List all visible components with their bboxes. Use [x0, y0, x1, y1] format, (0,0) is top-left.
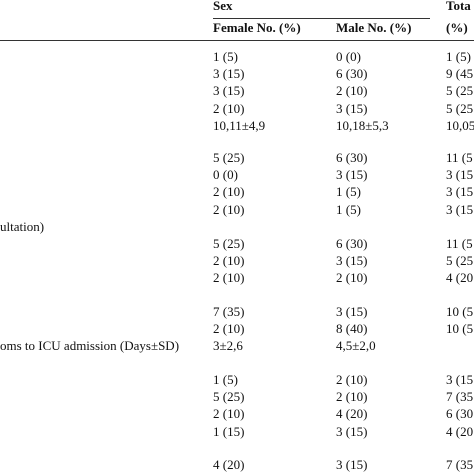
female-cell: 2 (10): [213, 201, 245, 217]
male-cell: 4 (20): [336, 406, 368, 422]
male-cell: 2 (10): [336, 389, 368, 405]
female-cell: 4 (20): [213, 457, 245, 472]
male-cell: 3 (15): [336, 100, 368, 116]
total-cell: 11 (5: [446, 236, 473, 251]
male-cell: 4,5±2,0: [336, 338, 376, 354]
group-rule: [213, 18, 430, 19]
total-cell: 10,05: [446, 117, 474, 133]
male-header: Male No. (%): [336, 20, 412, 35]
total-cell: 5 (25: [446, 253, 474, 269]
male-cell: 2 (10): [336, 372, 368, 387]
total-cell: 11 (5: [446, 150, 473, 165]
female-header: Female No. (%): [213, 20, 301, 35]
female-cell: 5 (25): [213, 236, 245, 251]
female-cell: 10,11±4,9: [213, 117, 266, 133]
male-cell: 0 (0): [336, 49, 361, 64]
female-cell: 2 (10): [213, 100, 245, 116]
header-rule: [0, 40, 474, 41]
female-cell: 2 (10): [213, 406, 245, 422]
total-cell: 3 (15: [446, 372, 474, 387]
total-cell: 7 (35: [446, 457, 474, 472]
male-cell: 3 (15): [336, 304, 368, 319]
total-cell: 9 (45: [446, 66, 474, 82]
female-cell: 3±2,6: [213, 338, 243, 354]
group-header: Sex: [213, 0, 233, 13]
male-cell: 3 (15): [336, 253, 368, 269]
total-cell: 5 (25: [446, 100, 474, 116]
female-cell: 1 (15): [213, 423, 245, 439]
total-cell: 3 (15: [446, 184, 474, 200]
total-cell: 1 (5): [446, 49, 471, 64]
male-cell: 3 (15): [336, 457, 368, 472]
male-cell: 2 (10): [336, 270, 368, 286]
total-cell: 6 (30: [446, 406, 474, 422]
female-cell: 1 (5): [213, 372, 238, 387]
male-cell: 3 (15): [336, 423, 368, 439]
total-cell: 7 (35: [446, 389, 474, 405]
male-cell: 1 (5): [336, 201, 361, 217]
male-cell: 6 (30): [336, 66, 368, 82]
female-cell: 3 (15): [213, 66, 245, 82]
total-cell: 4 (20: [446, 423, 474, 439]
total-header: Tota: [446, 0, 471, 13]
total-cell: 3 (15: [446, 167, 474, 183]
total-cell: 4 (20: [446, 270, 474, 286]
male-cell: 1 (5): [336, 184, 361, 200]
male-cell: 8 (40): [336, 321, 368, 337]
female-cell: 5 (25): [213, 150, 245, 165]
total-cell: 10 (5: [446, 304, 474, 319]
male-cell: 6 (30): [336, 150, 368, 165]
row-label: oms to ICU admission (Days±SD): [0, 338, 180, 354]
male-cell: 3 (15): [336, 167, 368, 183]
row-label: ultation): [0, 218, 45, 234]
total-cell: 10 (5: [446, 321, 474, 337]
female-cell: 2 (10): [213, 184, 245, 200]
female-cell: 3 (15): [213, 83, 245, 99]
female-cell: 0 (0): [213, 167, 238, 183]
total-cell: 3 (15: [446, 201, 474, 217]
female-cell: 2 (10): [213, 270, 245, 286]
male-cell: 2 (10): [336, 83, 368, 99]
female-cell: 2 (10): [213, 321, 245, 337]
female-cell: 2 (10): [213, 253, 245, 269]
female-cell: 1 (5): [213, 49, 238, 64]
male-cell: 6 (30): [336, 236, 368, 251]
female-cell: 5 (25): [213, 389, 245, 405]
male-cell: 10,18±5,3: [336, 117, 389, 133]
female-cell: 7 (35): [213, 304, 245, 319]
total-cell: 5 (25: [446, 83, 474, 99]
total-unit-header: (%): [446, 20, 468, 35]
